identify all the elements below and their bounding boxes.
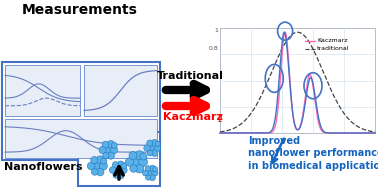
Circle shape: [140, 153, 147, 160]
Circle shape: [112, 162, 119, 168]
Circle shape: [144, 145, 150, 151]
Circle shape: [152, 170, 158, 176]
Circle shape: [118, 172, 124, 179]
Circle shape: [147, 150, 153, 156]
Text: Measurements: Measurements: [22, 3, 138, 17]
Text: 0.8: 0.8: [208, 46, 218, 52]
Circle shape: [149, 175, 155, 181]
Circle shape: [96, 168, 104, 176]
Circle shape: [149, 165, 156, 171]
Circle shape: [112, 143, 117, 148]
Circle shape: [104, 146, 112, 154]
Text: Kaczmarz: Kaczmarz: [317, 38, 348, 43]
Circle shape: [102, 141, 109, 148]
Text: 2: 2: [218, 115, 223, 124]
Circle shape: [107, 152, 115, 159]
Circle shape: [125, 158, 134, 166]
FancyBboxPatch shape: [220, 28, 375, 133]
Circle shape: [99, 162, 107, 170]
Circle shape: [135, 164, 144, 173]
Circle shape: [96, 156, 104, 164]
Circle shape: [153, 167, 158, 172]
Circle shape: [135, 151, 144, 160]
Circle shape: [147, 140, 153, 146]
FancyBboxPatch shape: [5, 119, 157, 158]
Text: 1: 1: [214, 28, 218, 33]
Circle shape: [87, 162, 95, 170]
Circle shape: [155, 141, 160, 146]
Circle shape: [147, 170, 153, 177]
FancyBboxPatch shape: [78, 132, 160, 186]
Circle shape: [151, 139, 158, 146]
Circle shape: [145, 166, 151, 171]
Circle shape: [99, 146, 106, 154]
FancyBboxPatch shape: [5, 65, 80, 116]
Circle shape: [110, 146, 118, 154]
Circle shape: [130, 165, 137, 172]
Text: Improved
nanoflower performance
in biomedical applications: Improved nanoflower performance in biome…: [248, 136, 378, 171]
Circle shape: [138, 158, 147, 167]
Circle shape: [114, 166, 122, 174]
Circle shape: [146, 175, 151, 180]
Circle shape: [143, 170, 149, 176]
Circle shape: [148, 144, 156, 152]
Circle shape: [113, 172, 119, 178]
Circle shape: [154, 145, 161, 151]
Circle shape: [91, 168, 98, 175]
FancyBboxPatch shape: [2, 62, 160, 160]
Circle shape: [109, 167, 116, 173]
Circle shape: [101, 158, 107, 164]
Circle shape: [131, 157, 141, 167]
Text: Kaczmarz: Kaczmarz: [163, 112, 223, 122]
Circle shape: [107, 141, 115, 148]
Circle shape: [91, 157, 98, 164]
Circle shape: [93, 161, 102, 171]
Text: Traditional: Traditional: [156, 71, 223, 81]
Text: traditional: traditional: [317, 46, 350, 51]
Circle shape: [103, 152, 109, 159]
Circle shape: [121, 163, 127, 168]
Text: Nanoflowers: Nanoflowers: [4, 162, 82, 172]
FancyBboxPatch shape: [84, 65, 157, 116]
Circle shape: [129, 152, 137, 159]
Circle shape: [120, 166, 127, 174]
Circle shape: [152, 150, 158, 156]
Circle shape: [117, 161, 124, 168]
